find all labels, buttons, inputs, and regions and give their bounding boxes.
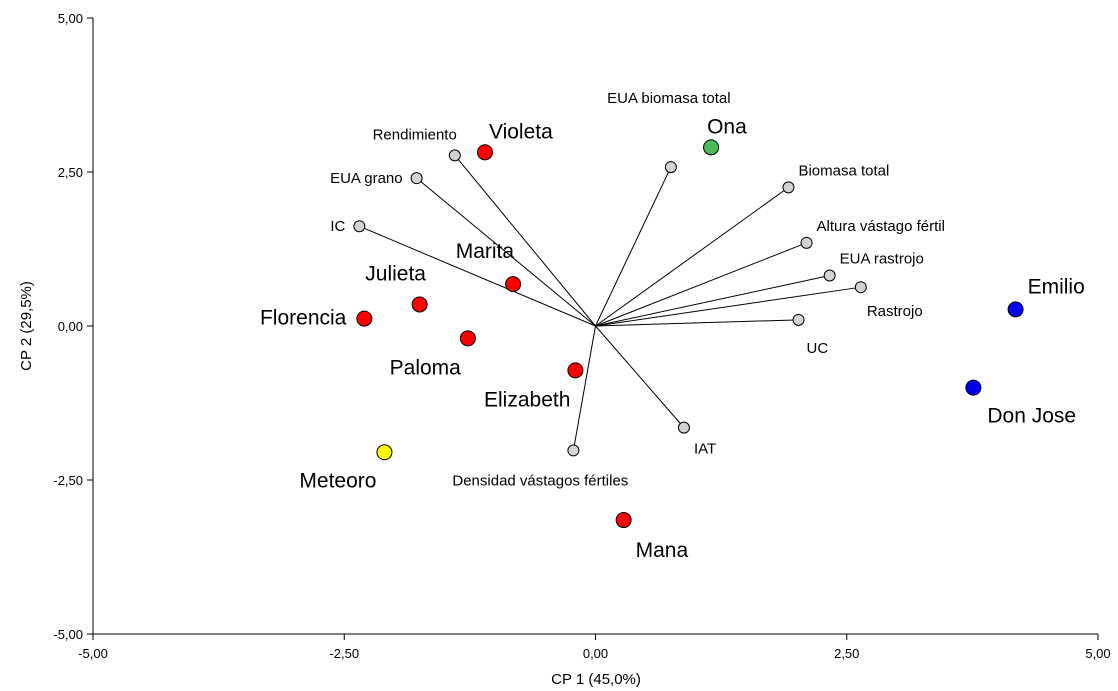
- variable-vector: [595, 186, 789, 327]
- genotype-point: [505, 276, 522, 293]
- variable-point: [854, 281, 867, 294]
- genotype-points: Violeta Ona Marita Julieta Florencia Paloma El…: [260, 115, 1085, 562]
- variable-point: [823, 269, 836, 282]
- genotype-label: Meteoro: [299, 469, 376, 492]
- x-axis-label: CP 1 (45,0%): [551, 671, 641, 688]
- variable-vector: [454, 155, 596, 327]
- genotype-label: Don Jose: [987, 405, 1076, 428]
- genotype-point: [476, 144, 493, 161]
- x-tick-label: 2,50: [834, 646, 859, 661]
- variable-point: [567, 444, 580, 457]
- genotype-point: [411, 296, 428, 313]
- genotype-point: [567, 362, 584, 379]
- variable-vector: [416, 177, 596, 327]
- genotype-label: Violeta: [489, 120, 553, 143]
- x-tick-label: 0,00: [583, 646, 608, 661]
- genotype-point: [459, 330, 476, 347]
- variable-label: EUA biomasa total: [607, 90, 730, 107]
- genotype-point: [376, 444, 393, 461]
- variable-label: Rastrojo: [867, 303, 923, 320]
- genotype-point: [965, 379, 982, 396]
- variable-vector: [595, 319, 799, 327]
- variable-vector: [595, 325, 685, 428]
- y-tick-label: -2,50: [53, 473, 83, 488]
- variable-point: [410, 172, 423, 185]
- variable-point: [448, 149, 461, 162]
- variable-label: EUA grano: [330, 170, 403, 187]
- variable-label: IAT: [694, 441, 716, 458]
- variable-label: Altura vástago fértil: [817, 218, 945, 235]
- genotype-point: [1007, 301, 1024, 318]
- variable-point: [782, 181, 795, 194]
- variable-vector: [595, 286, 861, 327]
- genotype-label: Florencia: [260, 307, 347, 330]
- variable-label: EUA rastrojo: [840, 250, 924, 267]
- variable-label: Biomasa total: [798, 162, 889, 179]
- genotype-label: Julieta: [365, 262, 426, 285]
- genotype-label: Marita: [456, 240, 515, 263]
- genotype-label: Elizabeth: [484, 388, 570, 411]
- variable-label: Densidad vástagos fértiles: [452, 472, 628, 489]
- variable-point: [664, 161, 677, 174]
- variable-label: UC: [807, 340, 829, 357]
- genotype-label: Mana: [636, 539, 689, 562]
- axes: -5,00 -2,50 0,00 2,50 5,00 -5,00 -2,50 0,00 2,50…: [53, 11, 1110, 661]
- variable-vector: [595, 166, 672, 327]
- variable-point: [353, 220, 366, 233]
- genotype-label: Ona: [707, 115, 747, 138]
- y-tick-label: 0,00: [58, 319, 83, 334]
- variable-point: [800, 236, 813, 249]
- genotype-label: Paloma: [390, 356, 462, 379]
- variable-label: Rendimiento: [373, 126, 457, 143]
- genotype-point: [703, 139, 720, 156]
- genotype-label: Emilio: [1028, 275, 1085, 298]
- x-tick-label: -2,50: [329, 646, 359, 661]
- x-tick-label: 5,00: [1085, 646, 1110, 661]
- y-tick-label: 5,00: [58, 11, 83, 26]
- variable-vector: [572, 325, 596, 451]
- variable-vector: [359, 225, 596, 327]
- genotype-point: [356, 310, 373, 327]
- variable-vector: [595, 274, 830, 327]
- genotype-point: [615, 512, 632, 529]
- x-tick-label: -5,00: [78, 646, 108, 661]
- variable-vector: [595, 242, 807, 327]
- variable-vectors: EUA biomasa total Rendimiento EUA grano IC B…: [330, 90, 945, 489]
- y-tick-label: -5,00: [53, 627, 83, 642]
- variable-label: IC: [330, 218, 345, 235]
- variable-point: [677, 421, 690, 434]
- y-axis-label: CP 2 (29,5%): [18, 281, 35, 371]
- y-tick-label: 2,50: [58, 165, 83, 180]
- variable-point: [792, 313, 805, 326]
